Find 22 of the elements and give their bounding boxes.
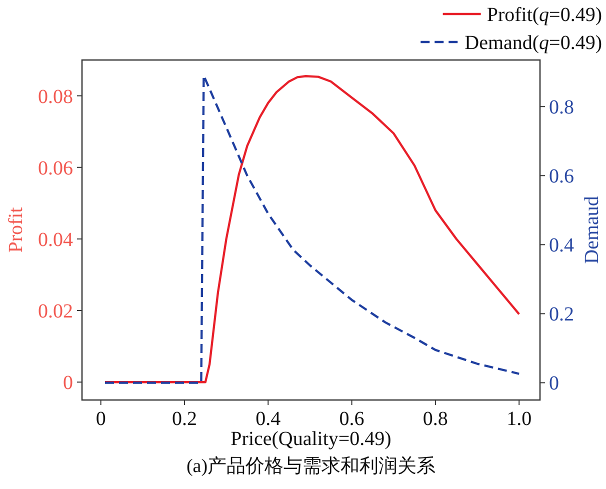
x-tick-label: 0.6: [339, 408, 364, 430]
legend-label: Profit(q=0.49): [486, 4, 602, 26]
y-axis-title: Profit: [5, 206, 27, 253]
x-tick-label: 0: [96, 408, 106, 430]
legend-label: Demand(q=0.49): [464, 32, 602, 54]
y2-tick-label: 0.8: [549, 96, 574, 119]
y2-tick-label: 0.2: [549, 304, 574, 326]
x-tick-label: 0.2: [172, 408, 197, 430]
y-tick-label: 0.06: [38, 157, 73, 180]
x-tick-label: 0.4: [256, 408, 281, 430]
text: (a)产品价格与需求和利润关系: [186, 455, 436, 477]
y-tick-label: 0.02: [38, 300, 73, 323]
x-tick-label: 0.8: [422, 408, 448, 430]
y-tick-label: 0: [63, 372, 73, 394]
x-axis-title: Price(Quality=0.49): [230, 428, 392, 450]
y-tick-label: 0.04: [38, 228, 73, 251]
y-tick-label: 0.08: [38, 86, 73, 108]
x-tick-label: 1.0: [506, 408, 532, 430]
y2-tick-label: 0.4: [549, 234, 574, 257]
y2-tick-label: 0: [549, 372, 559, 395]
y2-axis-title: Demaud: [581, 196, 603, 264]
y2-tick-label: 0.6: [549, 166, 574, 188]
